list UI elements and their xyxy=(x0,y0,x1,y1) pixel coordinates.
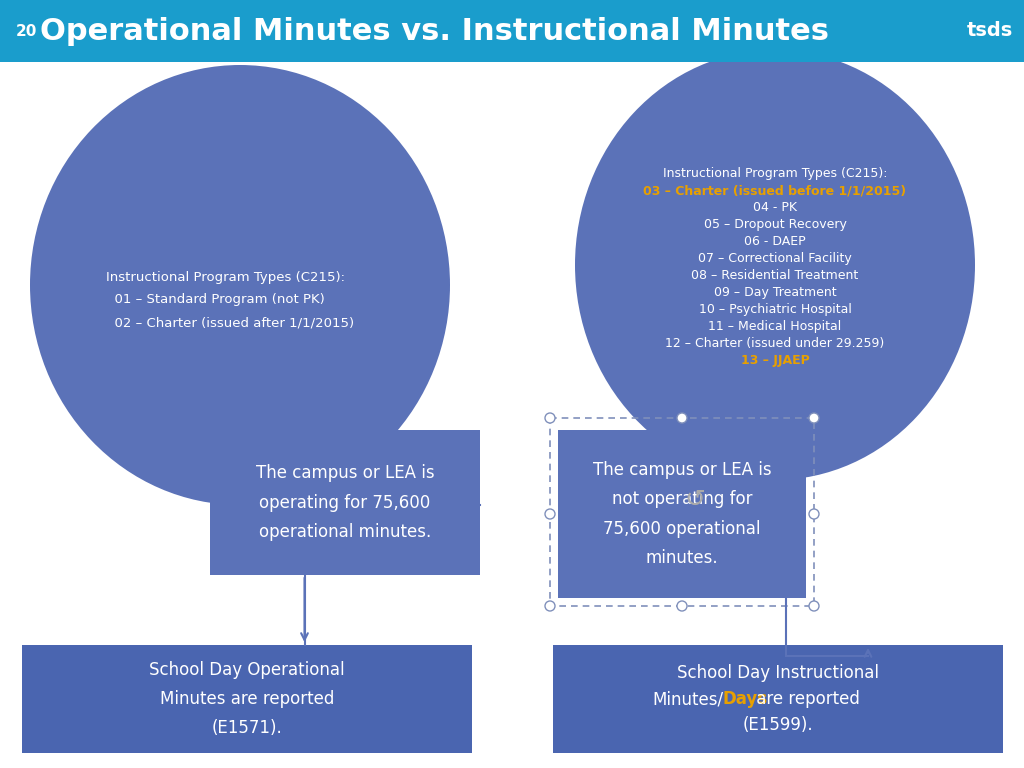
Bar xyxy=(22,645,472,753)
Text: Instructional Program Types (C215):
  01 – Standard Program (not PK)
  02 – Char: Instructional Program Types (C215): 01 –… xyxy=(105,270,354,329)
Text: Operational Minutes vs. Instructional Minutes: Operational Minutes vs. Instructional Mi… xyxy=(40,16,829,45)
Ellipse shape xyxy=(30,65,450,505)
Bar xyxy=(0,0,1024,62)
Circle shape xyxy=(677,601,687,611)
Circle shape xyxy=(545,413,555,423)
Text: are reported: are reported xyxy=(751,690,860,708)
Circle shape xyxy=(809,413,819,423)
Bar xyxy=(550,418,814,606)
Text: 03 – Charter (issued before 1/1/2015): 03 – Charter (issued before 1/1/2015) xyxy=(643,184,906,197)
Text: 11 – Medical Hospital: 11 – Medical Hospital xyxy=(709,320,842,333)
Text: Days: Days xyxy=(723,690,768,708)
Text: Instructional Program Types (C215):: Instructional Program Types (C215): xyxy=(663,167,887,180)
Text: 07 – Correctional Facility: 07 – Correctional Facility xyxy=(698,252,852,265)
Circle shape xyxy=(545,601,555,611)
Circle shape xyxy=(809,509,819,519)
Text: ↺: ↺ xyxy=(684,488,706,512)
Bar xyxy=(553,645,1002,753)
Text: 10 – Psychiatric Hospital: 10 – Psychiatric Hospital xyxy=(698,303,851,316)
Text: 04 - PK: 04 - PK xyxy=(753,201,797,214)
Circle shape xyxy=(545,509,555,519)
Text: (E1599).: (E1599). xyxy=(742,716,813,734)
Text: 13 – JJAEP: 13 – JJAEP xyxy=(740,354,809,367)
Text: School Day Operational
Minutes are reported
(E1571).: School Day Operational Minutes are repor… xyxy=(150,660,345,737)
Circle shape xyxy=(809,601,819,611)
Bar xyxy=(210,430,480,575)
Bar xyxy=(558,430,806,598)
Ellipse shape xyxy=(575,50,975,480)
Text: 12 – Charter (issued under 29.259): 12 – Charter (issued under 29.259) xyxy=(666,337,885,350)
Text: 09 – Day Treatment: 09 – Day Treatment xyxy=(714,286,837,299)
Text: tsds: tsds xyxy=(967,22,1013,41)
Text: School Day Instructional: School Day Instructional xyxy=(677,664,879,682)
Circle shape xyxy=(677,413,687,423)
Text: The campus or LEA is
not operating for
75,600 operational
minutes.: The campus or LEA is not operating for 7… xyxy=(593,462,771,567)
Text: 06 - DAEP: 06 - DAEP xyxy=(744,235,806,248)
Text: 05 – Dropout Recovery: 05 – Dropout Recovery xyxy=(703,218,847,231)
Text: 08 – Residential Treatment: 08 – Residential Treatment xyxy=(691,269,859,282)
Text: Minutes/: Minutes/ xyxy=(652,690,723,708)
Text: 20: 20 xyxy=(16,24,37,38)
Text: The campus or LEA is
operating for 75,600
operational minutes.: The campus or LEA is operating for 75,60… xyxy=(256,465,434,541)
